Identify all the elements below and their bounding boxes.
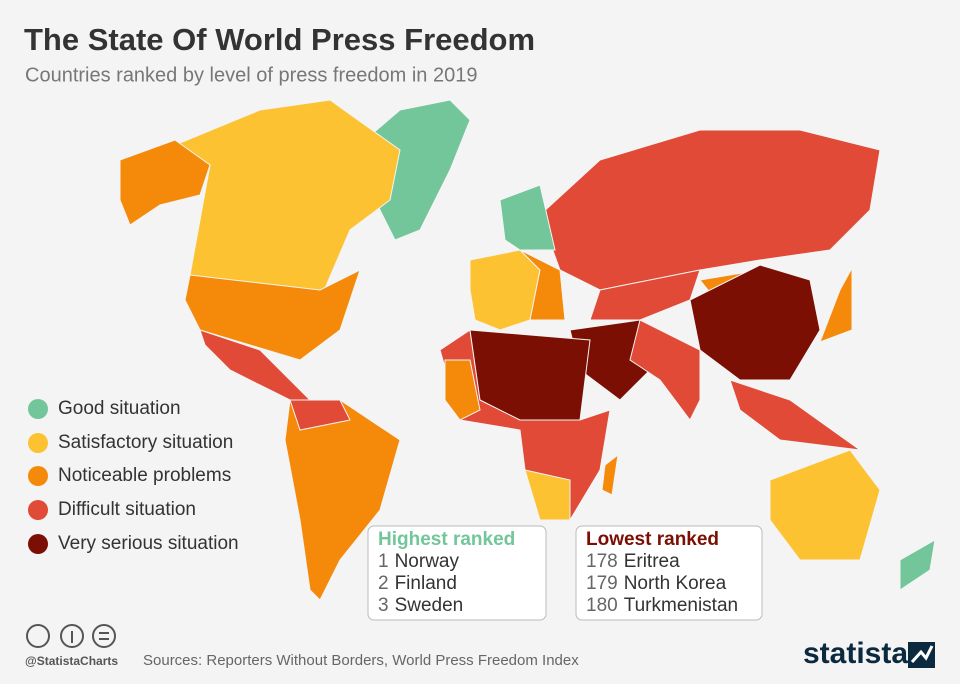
rank: 1	[378, 551, 389, 572]
lowest-box: Lowest ranked 178 Eritrea 179 North Korea …	[575, 525, 763, 621]
country: Sweden	[395, 595, 464, 616]
eastern-europe	[519, 249, 566, 321]
usa	[184, 269, 361, 361]
country: Norway	[395, 551, 460, 572]
title: The State Of World Press Freedom	[24, 22, 535, 57]
legend: Good situation Satisfactory situation No…	[28, 398, 239, 554]
entry: 3 Sweden	[378, 595, 463, 616]
legend-label: Difficult situation	[58, 499, 196, 520]
legend-swatch	[28, 534, 48, 554]
madagascar	[601, 453, 619, 496]
highest-box: Highest ranked 1 Norway 2 Finland 3 Sweden	[367, 525, 547, 621]
south-america	[284, 399, 401, 601]
subtitle: Countries ranked by level of press freed…	[25, 64, 477, 86]
western-europe	[469, 249, 541, 331]
by-icon	[60, 624, 84, 648]
canada	[173, 99, 401, 301]
box-frame	[575, 525, 763, 621]
russia	[539, 129, 881, 291]
legend-swatch	[28, 433, 48, 453]
legend-label: Very serious situation	[58, 533, 239, 554]
alaska	[119, 139, 211, 226]
nd-icon	[92, 624, 116, 648]
entry: 180 Turkmenistan	[586, 595, 738, 616]
china	[689, 264, 821, 381]
brand-icon	[908, 642, 935, 668]
southeast-asia	[729, 379, 861, 451]
southern-africa	[524, 469, 571, 521]
country: Finland	[395, 573, 457, 594]
cc-icon	[26, 624, 50, 648]
world-map	[119, 99, 936, 601]
rank: 3	[378, 595, 389, 616]
legend-label: Noticeable problems	[58, 465, 231, 486]
west-africa	[444, 359, 481, 421]
box-title: Highest ranked	[378, 529, 515, 550]
rank: 2	[378, 573, 389, 594]
scandinavia	[499, 184, 556, 251]
south-asia	[629, 319, 701, 421]
source: Sources: Reporters Without Borders, Worl…	[143, 652, 579, 669]
license-icons	[26, 624, 116, 648]
australia	[769, 449, 881, 561]
entry: 2 Finland	[378, 573, 457, 594]
legend-swatch	[28, 500, 48, 520]
legend-swatch	[28, 399, 48, 419]
rank: 178	[586, 551, 618, 572]
box-title: Lowest ranked	[586, 529, 719, 550]
entry: 1 Norway	[378, 551, 459, 572]
box-frame	[367, 525, 547, 621]
central-asia	[589, 269, 701, 321]
rank: 180	[586, 595, 618, 616]
northern-south-america	[289, 399, 351, 431]
brand-icon-mark	[910, 645, 934, 664]
country: North Korea	[624, 573, 727, 594]
entry: 178 Eritrea	[586, 551, 680, 572]
entry: 179 North Korea	[586, 573, 727, 594]
north-africa	[469, 329, 591, 421]
country: Turkmenistan	[624, 595, 738, 616]
handle: @StatistaCharts	[25, 654, 118, 668]
rank: 179	[586, 573, 618, 594]
legend-label: Satisfactory situation	[58, 432, 233, 453]
legend-swatch	[28, 466, 48, 486]
japan	[819, 267, 853, 343]
new-zealand	[899, 539, 936, 591]
brand: statista	[803, 637, 908, 670]
legend-label: Good situation	[58, 398, 181, 419]
country: Eritrea	[624, 551, 680, 572]
